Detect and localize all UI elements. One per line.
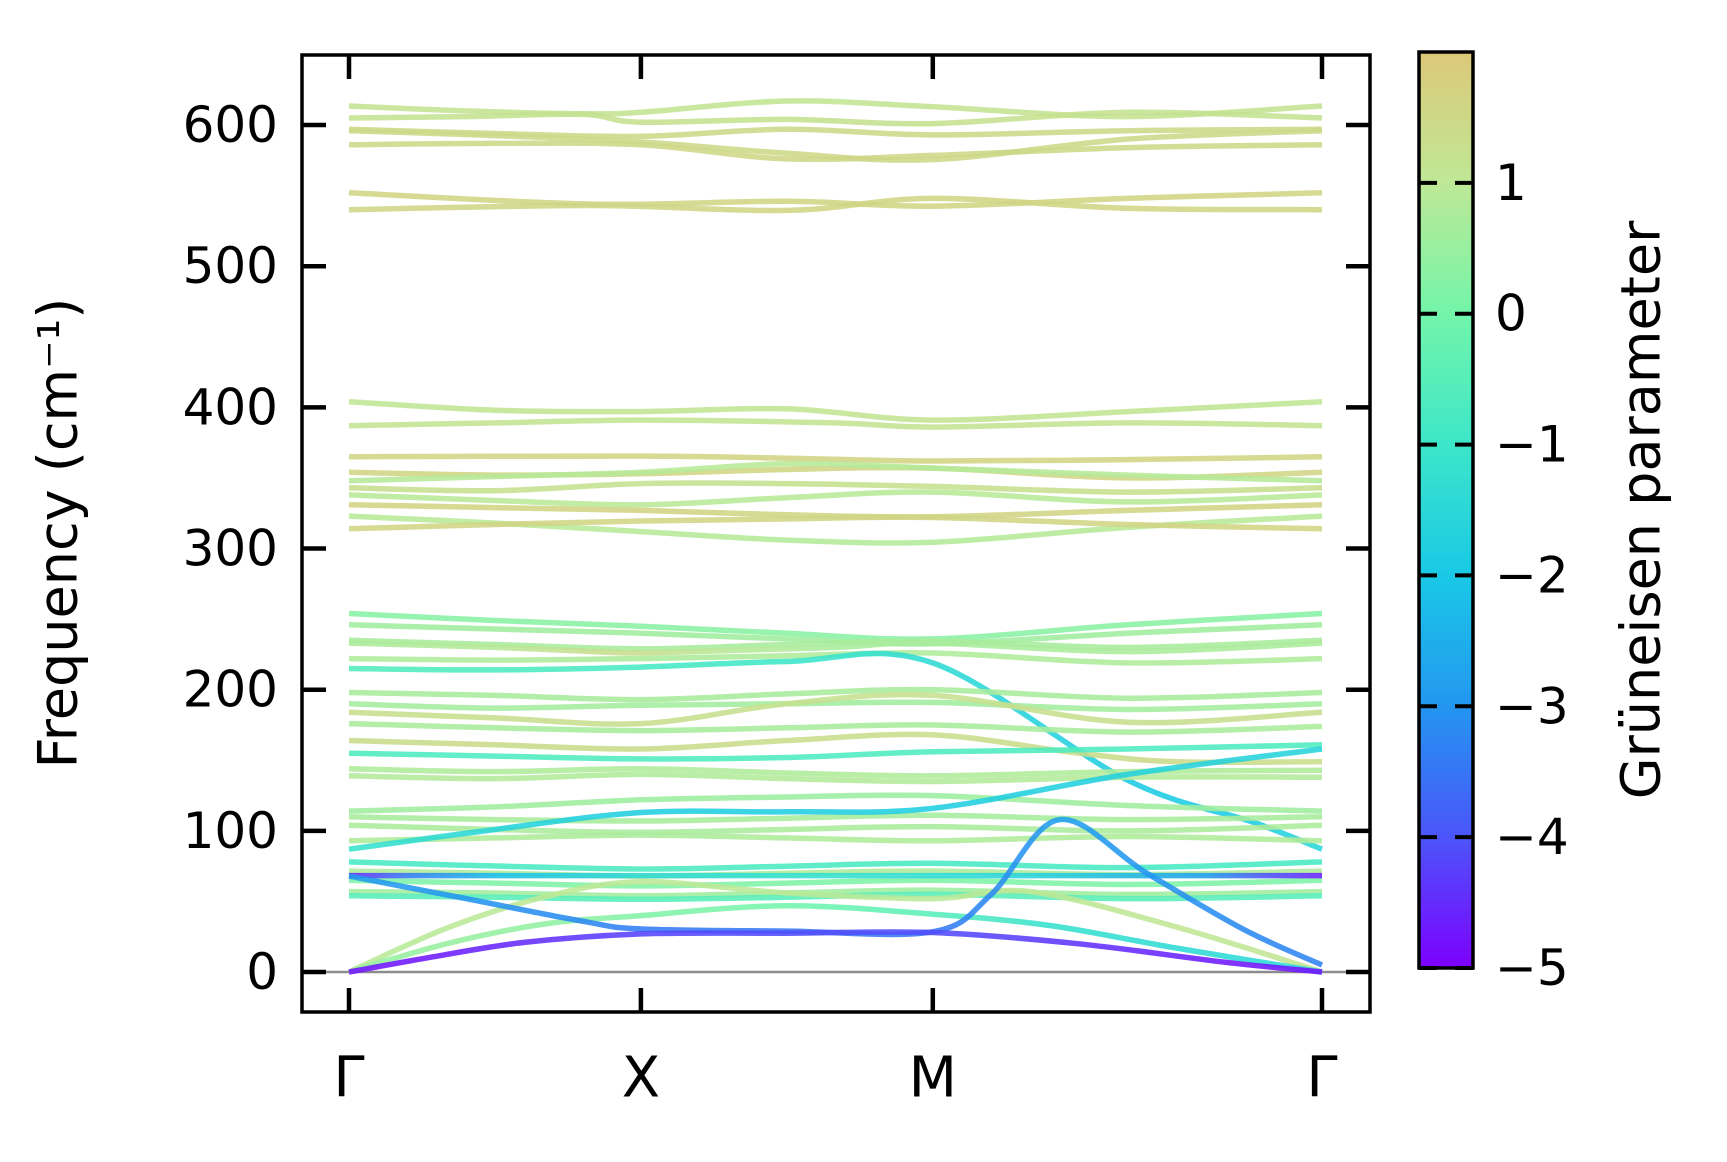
- phonon-band: [348, 398, 1323, 423]
- colorbar-tick-label: 0: [1495, 285, 1527, 343]
- phonon-band: [348, 195, 1323, 214]
- phonon-band: [348, 649, 1323, 666]
- phonon-band: [348, 792, 1323, 814]
- x-tick-label: Γ: [333, 1046, 364, 1111]
- colorbar-tick-label: 1: [1495, 154, 1527, 212]
- phonon-band: [348, 480, 1323, 495]
- phonon-band: [348, 637, 1323, 652]
- phonon-band: [348, 902, 1323, 975]
- phonon-band: [348, 640, 1323, 656]
- phonon-band: [348, 417, 1323, 430]
- y-tick-label: 400: [183, 378, 278, 436]
- phonon-band: [348, 502, 1323, 520]
- y-tick-label: 200: [183, 661, 278, 719]
- phonon-band: [348, 812, 1323, 824]
- phonon-band: [348, 877, 1323, 889]
- phonon-band: [348, 622, 1323, 647]
- axes-layer: [300, 53, 1372, 1014]
- colorbar-tick-label: −5: [1495, 939, 1569, 997]
- colorbar-tick-label: −3: [1495, 677, 1569, 735]
- phonon-band: [348, 140, 1323, 163]
- phonon-band: [348, 127, 1323, 163]
- colorbar-tick-label: −1: [1495, 416, 1569, 474]
- phonon-band: [348, 746, 1323, 852]
- y-axis-label: Frequency (cm⁻¹): [26, 297, 90, 769]
- phonon-band: [348, 742, 1323, 762]
- x-tick-label: X: [622, 1046, 660, 1111]
- colorbar-tick-label: −2: [1495, 546, 1569, 604]
- x-tick-label: M: [909, 1046, 957, 1111]
- tick-labels: 0 100 200 300 400 500 600 Γ X M Γ 1 0 −1 −2 −3 −4 −5: [183, 96, 1569, 1110]
- phonon-band: [348, 731, 1323, 766]
- colorbar-tick-label: −4: [1495, 808, 1569, 866]
- y-tick-label: 600: [183, 96, 278, 154]
- phonon-band: [348, 859, 1323, 872]
- x-tick-label: Γ: [1306, 1046, 1337, 1111]
- colorbar-gradient: [1417, 50, 1475, 970]
- phonon-band: [348, 489, 1323, 508]
- phonon-band: [348, 691, 1323, 727]
- phonon-band: [348, 514, 1323, 532]
- phonon-band: [348, 929, 1323, 975]
- phonon-band: [348, 460, 1323, 484]
- phonon-band: [348, 699, 1323, 713]
- bands-layer: [302, 98, 1370, 975]
- phonon-band: [348, 453, 1323, 464]
- phonon-band: [348, 98, 1323, 120]
- phonon-band: [348, 610, 1323, 642]
- phonon-band: [348, 771, 1323, 785]
- y-tick-label: 500: [183, 237, 278, 295]
- phonon-band: [348, 832, 1323, 844]
- axes-frame: [300, 53, 1372, 1014]
- phonon-band: [348, 766, 1323, 779]
- phonon-band: [348, 686, 1323, 703]
- colorbar-label: Grüneisen parameter: [1609, 220, 1673, 800]
- colorbar: [1417, 50, 1475, 970]
- phonon-band: [347, 878, 1323, 975]
- phonon-band: [348, 720, 1323, 735]
- y-tick-label: 100: [183, 802, 278, 860]
- y-tick-label: 300: [183, 520, 278, 578]
- phonon-band: [348, 891, 1323, 903]
- y-tick-label: 0: [246, 943, 278, 1001]
- phonon-band: [348, 109, 1323, 127]
